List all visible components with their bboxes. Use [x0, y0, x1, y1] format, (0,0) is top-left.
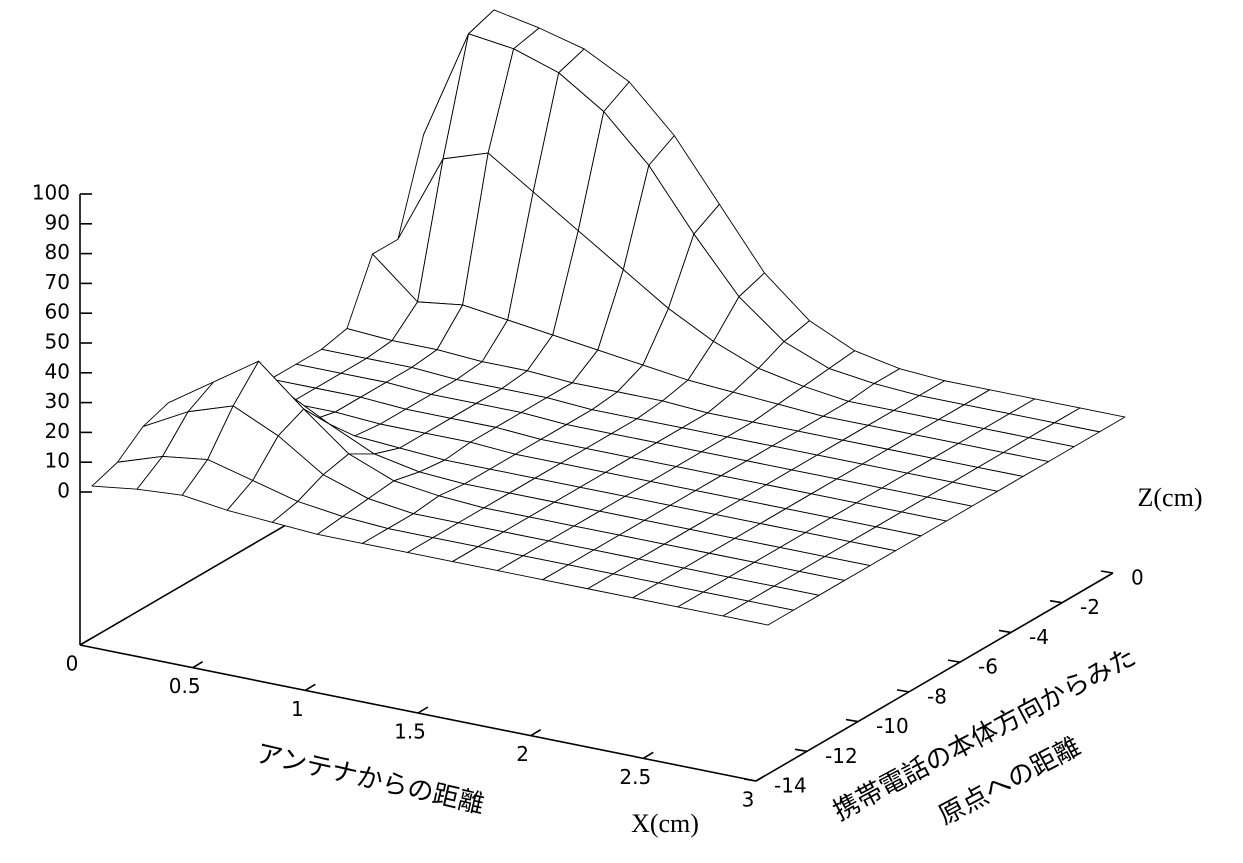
y-tick-label: -6 [978, 655, 998, 679]
x-tick [755, 774, 767, 782]
y-tick [896, 689, 910, 693]
surface-cell [722, 600, 794, 626]
x-tick-label: 0.5 [169, 674, 201, 698]
z-tick-label: 40 [45, 359, 70, 383]
y-tick [998, 629, 1012, 634]
x-axis-subtitle: アンテナからの距離 [253, 739, 487, 821]
z-tick-label: 30 [45, 389, 70, 413]
x-tick [642, 751, 654, 760]
y-tick-label: -8 [927, 684, 947, 708]
z-tick-label: 90 [45, 210, 70, 234]
x-tick [192, 660, 204, 669]
x-tick [304, 683, 316, 692]
y-tick [845, 718, 859, 723]
y-tick-label: -2 [1080, 595, 1100, 619]
x-tick-label: 1 [291, 697, 304, 721]
y-axis [755, 572, 1114, 782]
x-tick-label: 1.5 [394, 720, 426, 744]
x-tick [79, 638, 91, 646]
y-tick [1100, 570, 1114, 574]
x-tick [417, 706, 429, 714]
z-tick-label: 50 [45, 330, 70, 354]
y-tick-label: -14 [774, 774, 807, 798]
y-tick [1049, 599, 1063, 604]
x-tick-label: 2 [516, 742, 529, 766]
x-tick-label: 2.5 [619, 765, 651, 789]
x-tick [530, 728, 542, 737]
z-tick-label: 100 [32, 181, 70, 205]
y-tick-label: -10 [876, 714, 909, 738]
z-tick-label: 10 [45, 449, 70, 473]
axes: 010203040506070809010000.511.522.530-2-4… [32, 181, 1144, 812]
z-tick-label: 70 [45, 270, 70, 294]
y-tick-label: -4 [1029, 625, 1049, 649]
y-tick [794, 748, 808, 753]
y-tick-label: -12 [825, 744, 858, 768]
y-tick [947, 659, 961, 663]
y-tick [743, 778, 757, 782]
z-tick-label: 20 [45, 419, 70, 443]
z-tick-label: 0 [57, 479, 70, 503]
x-tick-label: 3 [742, 788, 755, 812]
surface [91, 9, 1126, 626]
x-tick-label: 0 [66, 652, 79, 676]
z-tick-label: 80 [45, 240, 70, 264]
z-tick-label: 60 [45, 300, 70, 324]
z-axis-title: Z(cm) [1138, 483, 1203, 512]
y-tick-label: 0 [1131, 566, 1144, 590]
x-axis-title: X(cm) [631, 809, 699, 838]
